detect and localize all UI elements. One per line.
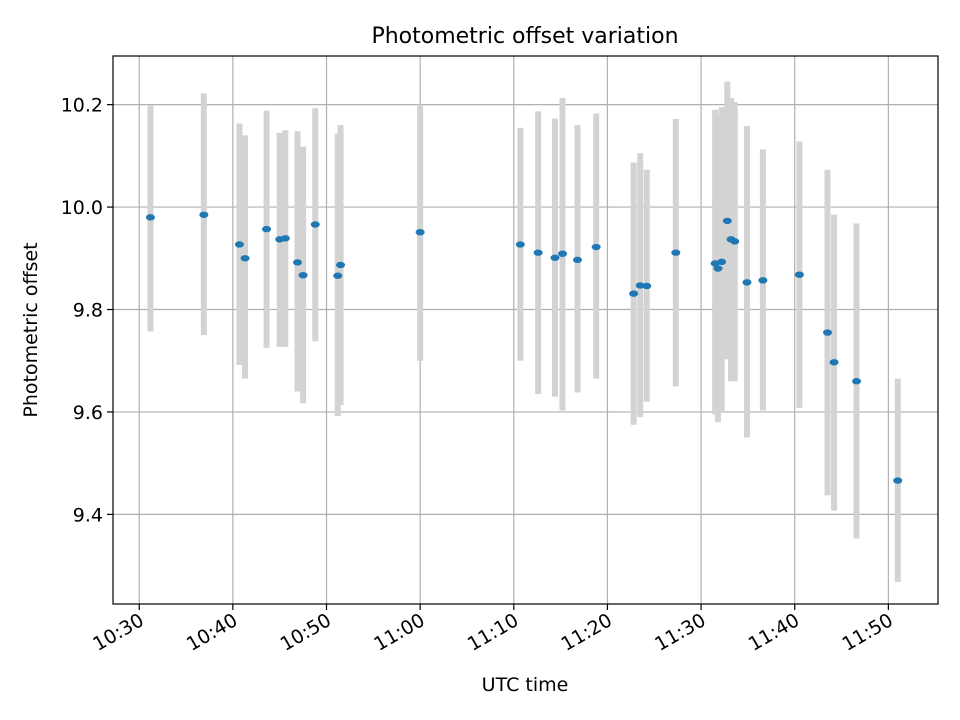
data-point: [262, 225, 272, 233]
x-axis-label: UTC time: [482, 674, 569, 696]
data-point: [280, 235, 290, 242]
y-axis-label: Photometric offset: [20, 242, 42, 417]
data-point: [515, 241, 525, 248]
data-point: [572, 256, 582, 264]
data-point: [742, 279, 752, 286]
data-point: [298, 272, 308, 279]
y-tick-label: 9.4: [73, 504, 103, 526]
data-point: [893, 477, 903, 484]
data-point: [713, 265, 723, 272]
data-point: [292, 259, 302, 266]
y-axis-ticks: 9.4 9.6 9.8 10.0 10.2: [61, 95, 113, 526]
data-point: [234, 241, 244, 248]
data-point: [629, 290, 639, 297]
data-point: [336, 261, 346, 269]
data-point: [642, 282, 652, 290]
data-point: [758, 277, 768, 284]
data-point: [533, 249, 543, 256]
data-point: [333, 272, 343, 279]
data-point: [240, 255, 250, 262]
data-point: [310, 221, 320, 228]
data-point: [550, 254, 560, 261]
data-points: [145, 211, 903, 484]
chart-title: Photometric offset variation: [371, 24, 678, 49]
y-tick-label: 9.6: [73, 402, 103, 424]
y-tick-label: 10.2: [61, 95, 103, 117]
data-point: [730, 238, 740, 245]
data-point: [635, 282, 645, 289]
data-point: [415, 228, 425, 236]
data-point: [557, 250, 567, 257]
plot-frame: [112, 55, 939, 605]
y-tick-label: 9.8: [73, 300, 103, 322]
data-point: [199, 211, 209, 218]
data-point: [852, 378, 862, 385]
data-point: [671, 249, 681, 256]
data-point: [829, 359, 839, 366]
data-point: [794, 271, 804, 278]
data-point: [145, 214, 155, 221]
y-tick-label: 10.0: [61, 197, 103, 219]
data-point: [717, 258, 727, 266]
data-point: [591, 243, 601, 251]
data-point: [722, 217, 732, 225]
data-point: [823, 329, 833, 336]
